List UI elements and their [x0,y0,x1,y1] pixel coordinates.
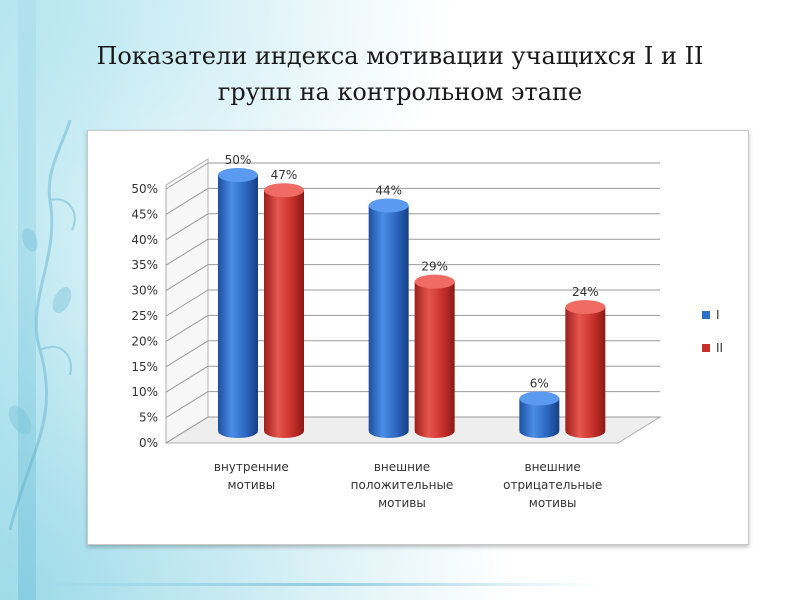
y-tick-label: 20% [131,334,158,348]
bar-chart: 0% 5% 10% 15% 20% 25% 30% 35% 40% 45% 50% 50% 47% вн… [131,153,723,510]
legend-label: I [716,308,720,322]
slide-title-line-1: Показатели индекса мотивации учащихся I … [96,42,704,70]
decorative-stripe [18,0,36,600]
bar-II-2 [565,300,606,438]
y-tick-label: 10% [131,385,158,399]
decorative-bottom-line [40,583,600,586]
data-label: 6% [530,377,549,391]
bar-body [368,205,409,438]
y-tick-label: 0% [139,436,158,450]
y-tick-label: 30% [131,284,158,298]
y-tick-label: 15% [131,360,158,374]
x-category-label: внешние [374,460,430,474]
gridline-side [165,264,209,292]
gridline-side [165,416,209,444]
bar-cap [519,391,560,406]
bar-II-0 [264,183,304,438]
x-category-label: мотивы [227,478,275,492]
x-category-label: мотивы [529,496,577,510]
bar-cap [264,183,304,198]
bar-body [264,190,304,438]
bar-II-1 [414,274,455,438]
legend-swatch-I [702,311,710,319]
y-tick-label: 50% [131,182,158,196]
x-category-label: положительные [351,478,454,492]
data-label: 47% [271,168,298,182]
gridline-side [165,289,209,317]
slide-title-line-2: групп на контрольном этапе [217,78,583,106]
y-tick-label: 35% [131,258,158,272]
floral-decoration [8,120,76,531]
y-tick-label: 40% [131,233,158,247]
legend-swatch-II [702,344,710,352]
bar-body [414,281,455,438]
gridline-side [165,391,209,419]
data-label: 50% [225,153,252,167]
bar-I-2 [519,391,560,438]
bar-cap [218,168,258,182]
gridline-side [165,162,209,190]
legend-label: II [716,341,723,355]
gridline-side [165,213,209,241]
bar-cap [368,198,409,213]
y-tick-label: 45% [131,207,158,221]
data-label: 44% [375,183,402,197]
gridline-side [165,340,209,368]
gridline-side [165,238,209,266]
data-label: 24% [572,285,599,299]
x-category-label: отрицательные [503,478,602,492]
data-label: 29% [421,260,448,274]
y-tick-label: 25% [131,309,158,323]
gridline-side [165,365,209,393]
gridline-side [165,187,209,215]
bar-I-1 [368,198,409,438]
x-category-label: внешние [525,460,581,474]
chart-frame: 0% 5% 10% 15% 20% 25% 30% 35% 40% 45% 50% 50% 47% вн… [87,130,749,545]
slide-title: Показатели индекса мотивации учащихся I … [60,38,740,110]
x-category-label: внутренние [214,460,289,474]
bar-body [519,398,560,438]
y-tick-label: 5% [139,411,158,425]
x-category-label: мотивы [378,496,426,510]
bar-I-0 [218,168,258,438]
bar-cap [414,274,455,289]
bar-body [565,307,606,438]
bar-body [218,175,258,438]
bar-cap [565,300,606,315]
gridline-side [165,314,209,342]
